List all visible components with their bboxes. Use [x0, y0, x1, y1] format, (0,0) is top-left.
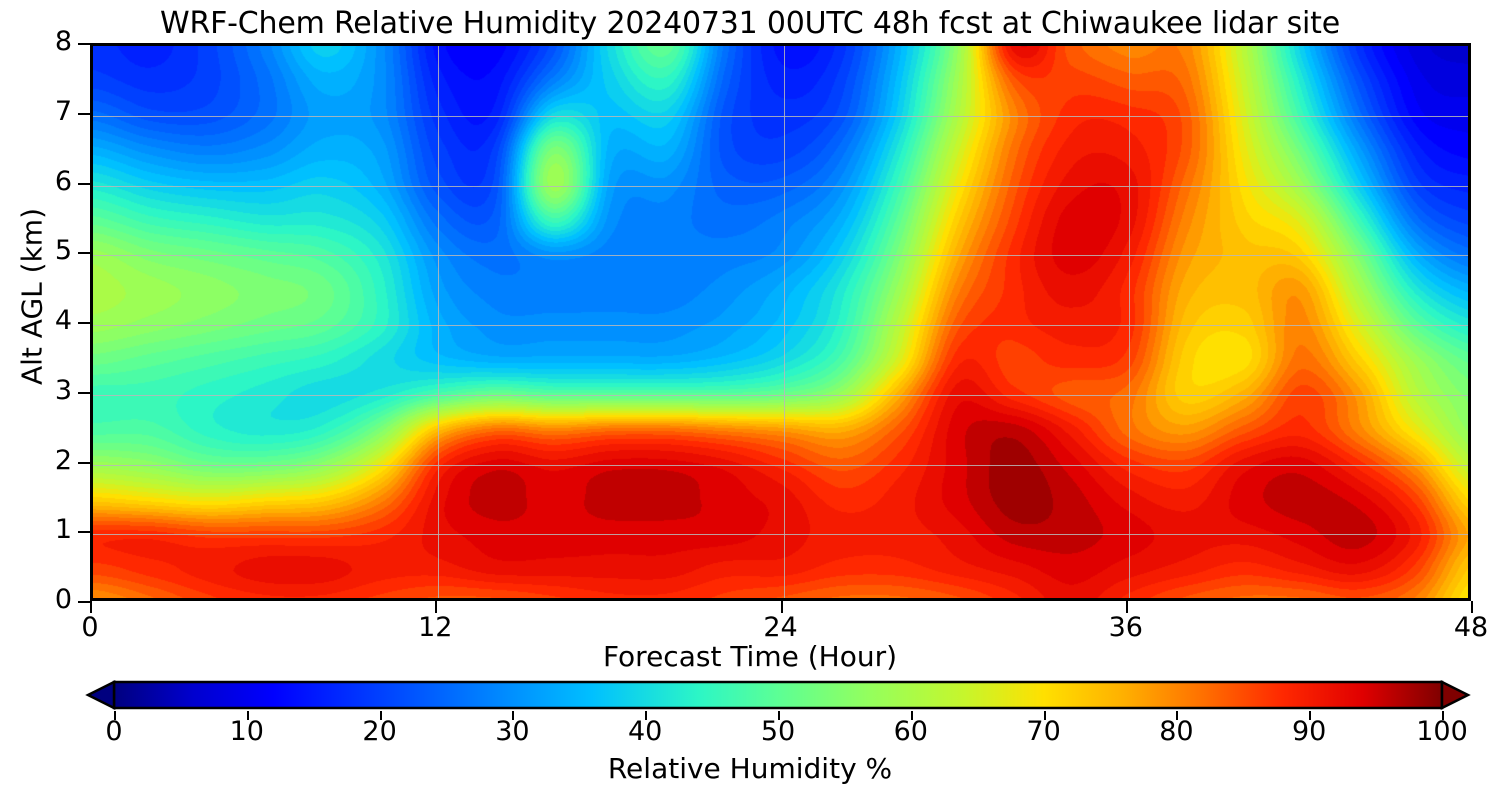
colorbar-tick-mark	[1442, 711, 1444, 720]
colorbar-tick-mark	[379, 711, 382, 720]
colorbar-body	[112, 680, 1444, 710]
colorbar	[0, 676, 1500, 716]
y-tick-label: 1	[54, 514, 72, 546]
gridline-horizontal	[93, 464, 1468, 466]
y-tick-label: 4	[54, 305, 72, 336]
gridline-vertical	[783, 46, 785, 598]
x-tick-label: 48	[1453, 612, 1489, 643]
y-tick-label: 6	[54, 165, 72, 197]
x-tick-mark	[90, 601, 92, 613]
colorbar-tick-label: 90	[1292, 716, 1327, 747]
y-tick-label: 8	[54, 26, 72, 57]
y-tick-label: 5	[54, 235, 72, 267]
colorbar-tick-label: 80	[1159, 716, 1194, 747]
colorbar-label: Relative Humidity %	[607, 752, 893, 785]
colorbar-tick-label: 60	[893, 716, 928, 747]
x-tick-mark	[1471, 601, 1473, 613]
colorbar-tick-mark	[1176, 711, 1179, 720]
colorbar-tick-label: 40	[628, 716, 663, 747]
colorbar-tick-label: 0	[105, 716, 123, 747]
y-tick-mark	[78, 43, 90, 45]
colorbar-tick-mark	[645, 711, 648, 720]
y-tick-mark	[78, 531, 90, 534]
colorbar-tick-label: 20	[362, 716, 397, 747]
y-tick-mark	[78, 391, 90, 394]
colorbar-tick-label: 100	[1416, 716, 1468, 747]
y-tick-label: 2	[54, 444, 72, 476]
colorbar-tick-label: 70	[1026, 716, 1061, 747]
x-tick-mark	[435, 601, 438, 613]
plot-area	[90, 43, 1471, 601]
colorbar-tick-label: 30	[495, 716, 530, 747]
gridline-horizontal	[93, 325, 1468, 326]
colorbar-tick-mark	[114, 711, 116, 720]
colorbar-tick-mark	[1043, 711, 1046, 720]
gridline-horizontal	[93, 255, 1468, 257]
y-tick-mark	[78, 322, 90, 324]
x-tick-mark	[1125, 601, 1128, 613]
x-axis-label: Forecast Time (Hour)	[602, 640, 898, 673]
colorbar-tick-mark	[246, 711, 249, 720]
gridline-horizontal	[93, 185, 1468, 187]
contour-canvas	[93, 46, 1468, 598]
y-tick-mark	[78, 252, 90, 255]
gridline-vertical	[438, 46, 440, 598]
colorbar-extend-max-arrow	[1440, 679, 1471, 711]
y-tick-mark	[78, 112, 90, 115]
x-tick-label: 12	[418, 612, 453, 643]
x-tick-mark	[780, 601, 783, 613]
gridline-vertical	[1128, 46, 1130, 598]
gridline-horizontal	[93, 394, 1468, 396]
x-tick-label: 0	[81, 612, 99, 643]
y-tick-mark	[78, 182, 90, 185]
humidity-contour-field	[93, 46, 1468, 598]
gridline-horizontal	[93, 534, 1468, 536]
y-tick-label: 3	[54, 374, 72, 406]
colorbar-tick-label: 50	[760, 716, 796, 747]
y-tick-label: 0	[54, 584, 72, 615]
chart-title: WRF-Chem Relative Humidity 20240731 00UT…	[160, 6, 1340, 41]
gridline-horizontal	[93, 115, 1468, 117]
y-tick-mark	[78, 601, 90, 603]
x-tick-label: 36	[1108, 612, 1143, 643]
colorbar-tick-mark	[778, 711, 780, 720]
colorbar-tick-mark	[512, 711, 515, 720]
y-tick-label: 7	[54, 95, 72, 127]
colorbar-tick-mark	[1309, 711, 1312, 720]
y-axis-label: Alt AGL (km)	[15, 208, 49, 386]
colorbar-tick-mark	[910, 711, 913, 720]
colorbar-tick-label: 10	[229, 716, 264, 747]
colorbar-extend-min-arrow	[85, 679, 116, 711]
colorbar-svg	[85, 679, 1471, 711]
y-tick-mark	[78, 461, 90, 464]
x-tick-label: 24	[763, 612, 798, 643]
